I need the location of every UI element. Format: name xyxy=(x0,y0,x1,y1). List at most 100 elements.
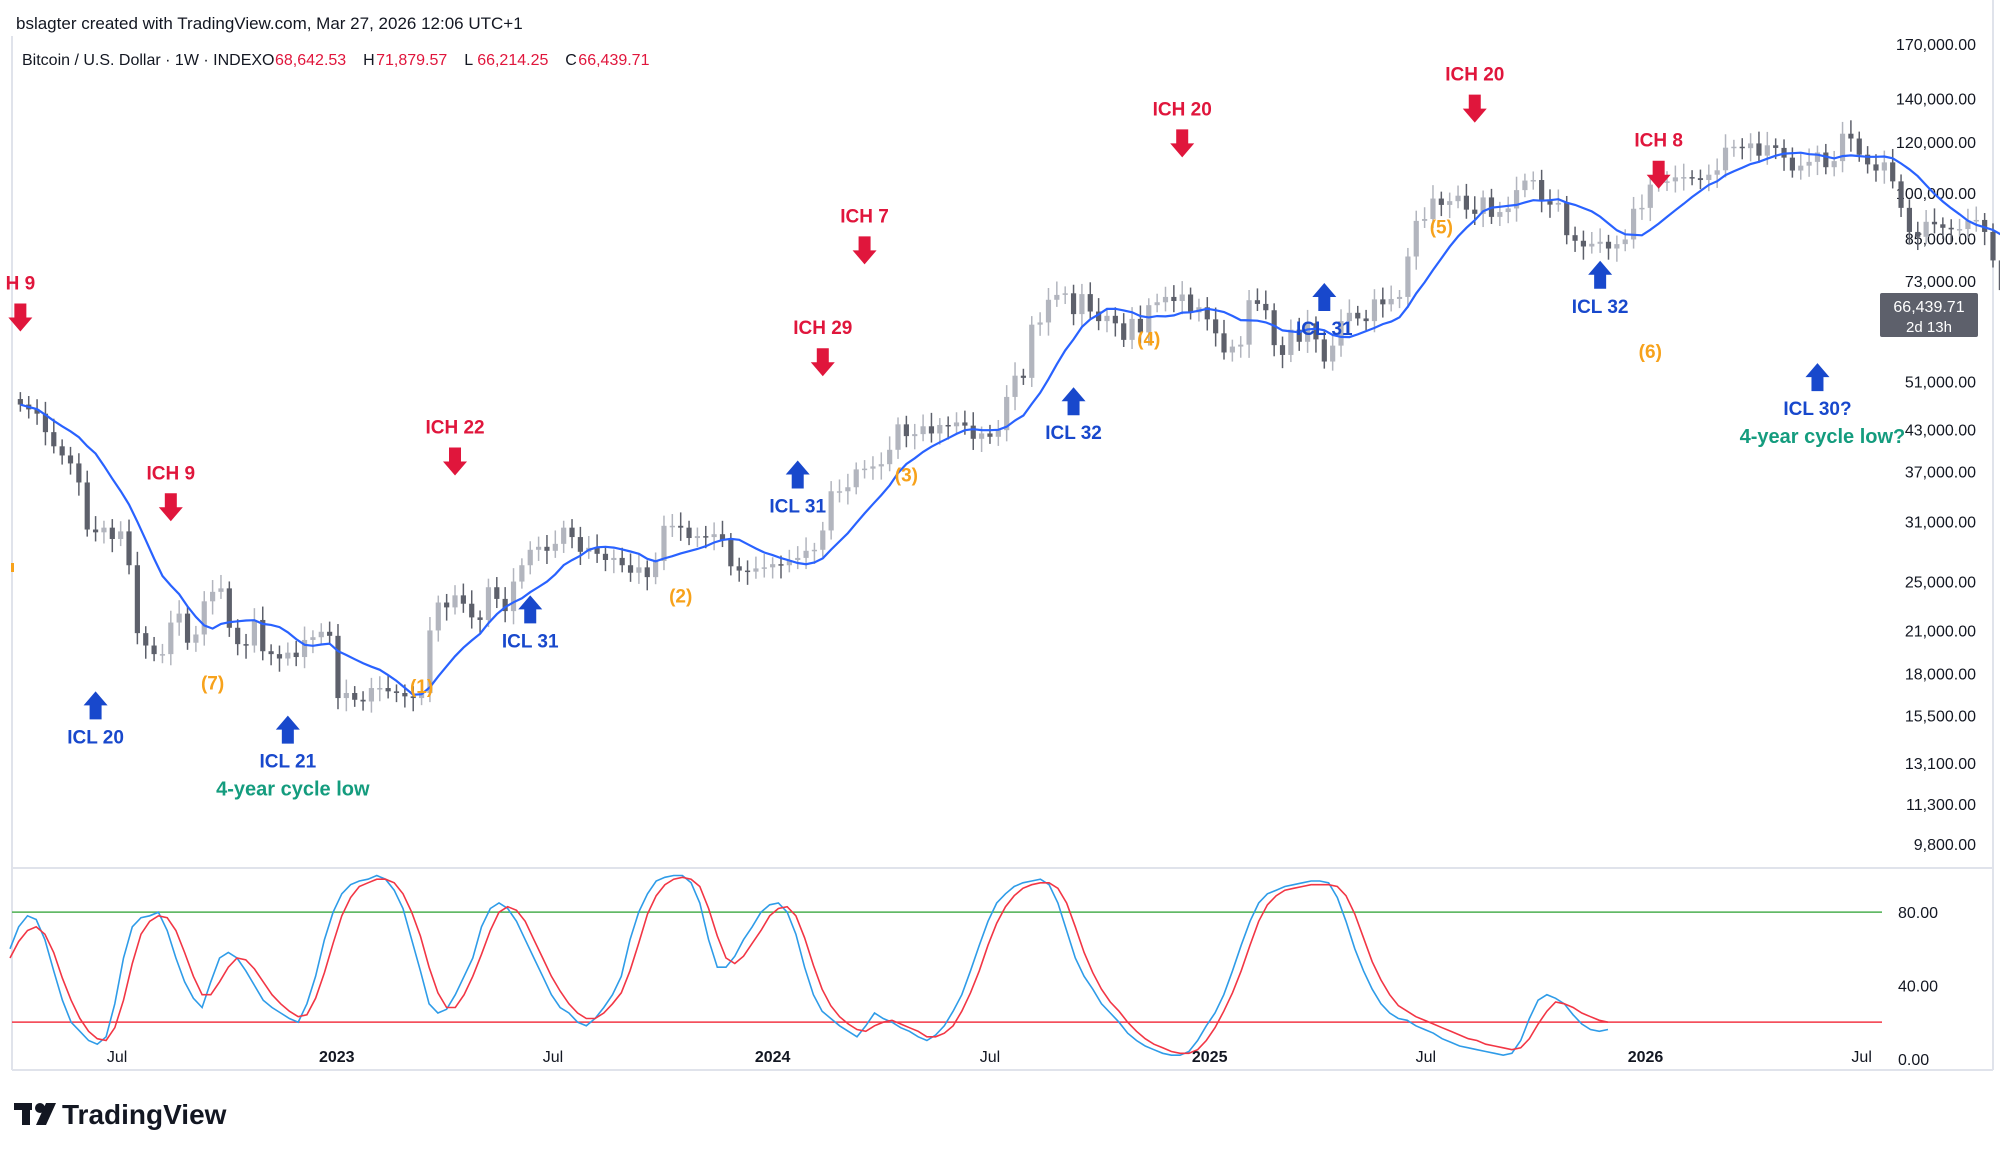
candle-body xyxy=(1296,329,1302,342)
candle-body xyxy=(402,693,408,697)
candle xyxy=(594,534,600,563)
candle-body xyxy=(1906,207,1913,232)
candle xyxy=(293,640,299,667)
candle xyxy=(76,453,82,496)
candle xyxy=(1338,309,1344,357)
candle-body xyxy=(385,688,391,692)
candle-body xyxy=(527,549,533,566)
price-tick-label: 140,000.00 xyxy=(1896,92,1976,109)
candle-body xyxy=(1923,221,1929,237)
candle-body xyxy=(168,622,174,655)
candle xyxy=(1505,196,1511,224)
candles xyxy=(17,120,2000,713)
candle-body xyxy=(393,691,400,694)
candle xyxy=(719,520,726,548)
candle xyxy=(861,460,868,479)
candle-body xyxy=(861,468,868,471)
candle-body xyxy=(143,633,149,646)
candle xyxy=(569,519,575,549)
candle xyxy=(953,412,960,434)
ohlc-value-o: 68,642.53 xyxy=(275,52,346,69)
candle xyxy=(1898,174,1904,217)
icl-marker: ICL 32 xyxy=(1572,260,1628,318)
candle xyxy=(669,514,675,537)
ich-label: ICH 8 xyxy=(1634,131,1683,152)
candle-body xyxy=(1630,208,1637,240)
arrow-down-icon xyxy=(1646,160,1671,189)
candle xyxy=(385,674,391,699)
candle-body xyxy=(1931,221,1938,225)
candle-body xyxy=(786,559,792,566)
candle-body xyxy=(1388,298,1394,305)
candle-body xyxy=(1982,219,1988,232)
candle-body xyxy=(92,529,99,533)
candle-body xyxy=(577,537,583,552)
candle xyxy=(1480,190,1486,228)
candle xyxy=(1121,313,1127,347)
candle xyxy=(51,418,57,454)
candle-body xyxy=(1580,240,1587,247)
candle-body xyxy=(928,426,935,434)
candle xyxy=(84,470,90,537)
icl-label: ICL 20 xyxy=(67,727,124,748)
candle xyxy=(494,577,500,609)
candle-body xyxy=(1915,231,1921,237)
candle xyxy=(1522,173,1528,198)
candle-body xyxy=(912,434,918,437)
candle-body xyxy=(552,543,558,551)
candle-body xyxy=(937,424,943,434)
candle-body xyxy=(519,565,525,582)
candle-body xyxy=(1213,319,1219,334)
candle xyxy=(887,436,893,472)
ohlc-key-h: H xyxy=(363,52,375,69)
price-tick-label: 73,000.00 xyxy=(1905,274,1976,291)
candle-body xyxy=(377,688,383,690)
ohlc-key-o: O xyxy=(262,52,274,69)
icl-label: ICL 30? xyxy=(1783,399,1851,420)
candle-body xyxy=(703,536,709,538)
candle-body xyxy=(1948,227,1954,230)
ich-label: ICH 22 xyxy=(425,417,484,438)
candle-body xyxy=(711,534,717,538)
candle-body xyxy=(995,430,1001,437)
candle xyxy=(1112,307,1118,337)
candle xyxy=(753,556,759,579)
osc-tick-label: 80.00 xyxy=(1898,905,1938,922)
candle xyxy=(636,553,642,584)
time-tick-label: Jul xyxy=(980,1049,1000,1066)
stoch-rsi-pane: 80.00 40.00 0.00 xyxy=(9,874,1938,1069)
ohlc-value-h: 71,879.57 xyxy=(376,52,447,69)
candle-body xyxy=(619,557,625,566)
candle-body xyxy=(327,631,333,636)
candle-body xyxy=(1697,178,1704,181)
candle-body xyxy=(1304,323,1311,342)
price-tick-label: 11,300.00 xyxy=(1906,797,1976,814)
price-axis[interactable]: 170,000.00140,000.00120,000.00100,000.00… xyxy=(1896,37,1976,854)
candle-body xyxy=(811,549,818,552)
candle xyxy=(661,515,667,571)
price-tick-label: 43,000.00 xyxy=(1905,423,1976,440)
candle-body xyxy=(1555,202,1561,205)
candle-body xyxy=(569,527,575,538)
legend[interactable]: Bitcoin / U.S. Dollar · 1W · INDEX O 68,6… xyxy=(22,52,650,69)
candle xyxy=(1104,308,1110,333)
candle xyxy=(828,481,834,540)
candle xyxy=(1739,138,1745,160)
candle xyxy=(1940,217,1946,239)
candle-body xyxy=(184,613,191,643)
candle xyxy=(627,553,634,582)
candle-body xyxy=(845,487,851,492)
candle-body xyxy=(485,587,492,620)
time-axis[interactable]: Jul 2023 Jul 2024 Jul 2025 Jul 2026 Jul xyxy=(107,1049,1872,1066)
candle-body xyxy=(669,525,675,528)
candle-body xyxy=(477,617,483,620)
candle-body xyxy=(778,564,784,566)
candle xyxy=(552,530,558,558)
candle xyxy=(870,456,876,480)
candle-body xyxy=(210,591,216,602)
candle xyxy=(878,452,884,480)
candle xyxy=(1931,208,1938,234)
time-tick-label: 2025 xyxy=(1192,1049,1228,1066)
